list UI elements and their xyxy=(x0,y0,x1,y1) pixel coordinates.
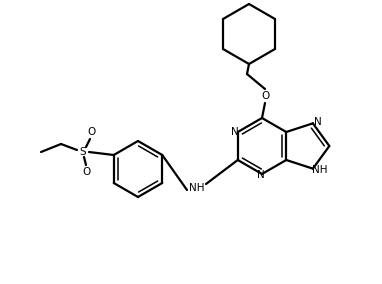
Text: O: O xyxy=(82,167,90,177)
Text: O: O xyxy=(261,91,269,101)
Text: N: N xyxy=(231,127,239,137)
Text: O: O xyxy=(87,127,95,137)
Text: NH: NH xyxy=(312,165,328,175)
Text: S: S xyxy=(80,147,86,157)
Text: N: N xyxy=(257,170,265,180)
Text: NH: NH xyxy=(189,183,205,193)
Text: N: N xyxy=(314,117,322,127)
